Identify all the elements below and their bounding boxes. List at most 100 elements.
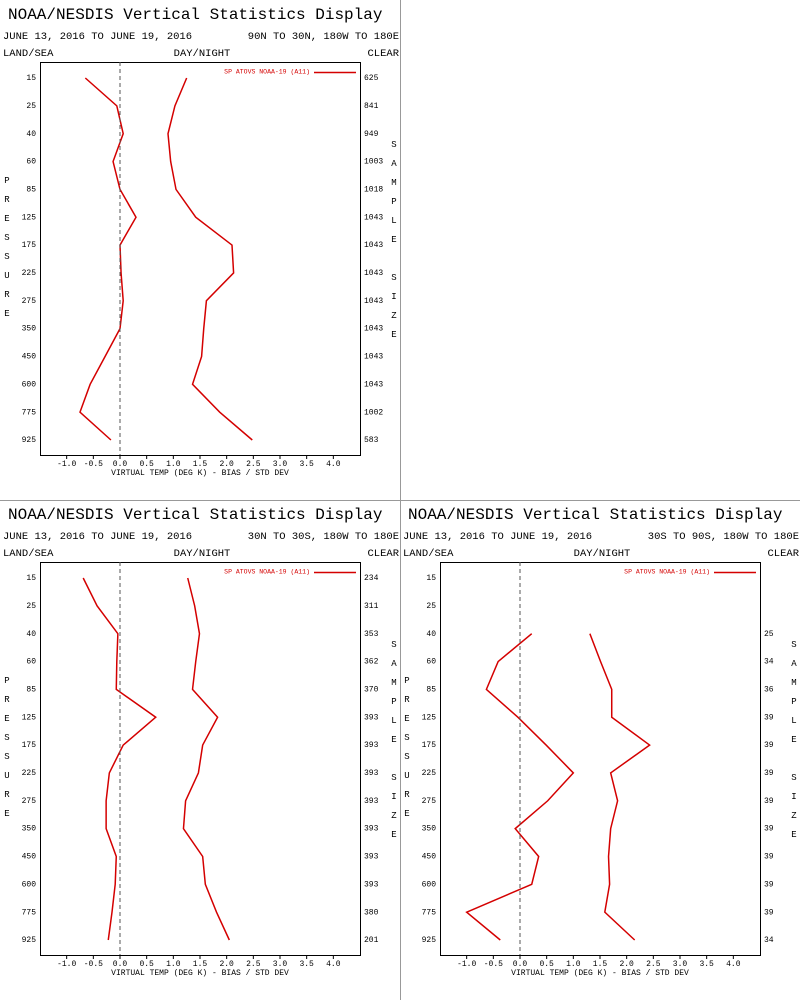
sample-size-label: 625: [364, 74, 379, 83]
x-tick-label: 1.0: [166, 960, 181, 969]
y2-axis-label: SAMPLE SIZE: [389, 640, 399, 849]
y-tick-label: 25: [26, 602, 36, 611]
x-tick-label: -0.5: [484, 960, 503, 969]
y-tick-label: 225: [22, 269, 37, 278]
legend-label: SP ATOVS NOAA-19 (A11): [224, 69, 310, 76]
y-tick-label: 275: [422, 797, 437, 806]
y-tick-label: 15: [426, 574, 436, 583]
x-axis-label: VIRTUAL TEMP (DEG K) - BIAS / STD DEV: [111, 469, 289, 478]
day-night: DAY/NIGHT: [574, 548, 631, 560]
y2-axis-label: SAMPLE SIZE: [389, 140, 399, 349]
sample-size-label: 234: [364, 574, 379, 583]
region: 90N TO 30N, 180W TO 180E: [248, 31, 399, 43]
x-tick-label: -1.0: [57, 960, 76, 969]
x-tick-label: -0.5: [84, 960, 103, 969]
x-axis-label: VIRTUAL TEMP (DEG K) - BIAS / STD DEV: [511, 969, 689, 978]
y-tick-label: 225: [422, 769, 437, 778]
y-tick-label: 85: [426, 685, 436, 694]
x-tick-label: 3.5: [699, 960, 714, 969]
sample-size-label: 34: [764, 936, 774, 945]
bias-line: [82, 577, 157, 941]
clear: CLEAR: [367, 548, 399, 560]
y-tick-label: 175: [22, 741, 37, 750]
y-tick-label: 60: [26, 658, 36, 667]
legend-label: SP ATOVS NOAA-19 (A11): [624, 569, 710, 576]
y-tick-label: 600: [422, 880, 437, 889]
x-tick-label: 3.0: [273, 960, 288, 969]
x-tick-label: 1.5: [193, 960, 208, 969]
sample-size-label: 393: [364, 880, 379, 889]
x-tick-label: 0.5: [139, 460, 154, 469]
y-tick-label: 175: [22, 241, 37, 250]
sample-size-label: 1002: [364, 408, 383, 417]
date-range: JUNE 13, 2016 TO JUNE 19, 2016: [403, 531, 592, 543]
x-tick-label: -1.0: [457, 960, 476, 969]
chart-panel: NOAA/NESDIS Vertical Statistics Display J…: [402, 506, 800, 978]
y-tick-label: 925: [22, 936, 37, 945]
sample-size-label: 1018: [364, 185, 383, 194]
x-tick-label: 2.5: [646, 960, 661, 969]
y-tick-label: 600: [22, 880, 37, 889]
sample-size-label: 841: [364, 102, 379, 111]
std-dev-line: [182, 577, 231, 941]
y-tick-label: 25: [426, 602, 436, 611]
x-tick-label: 1.5: [193, 460, 208, 469]
y-tick-label: 125: [22, 713, 37, 722]
x-tick-label: 0.5: [139, 960, 154, 969]
y-tick-label: 350: [22, 325, 37, 334]
sample-size-label: 39: [764, 853, 774, 862]
sample-size-label: 393: [364, 713, 379, 722]
sample-size-label: 353: [364, 630, 379, 639]
x-tick-label: 0.0: [513, 960, 528, 969]
x-tick-label: 3.0: [273, 460, 288, 469]
sample-size-label: 949: [364, 130, 379, 139]
bias-line: [79, 77, 137, 441]
x-tick-label: 0.0: [113, 960, 128, 969]
y-tick-label: 225: [22, 769, 37, 778]
bias-line: [465, 633, 575, 941]
day-night: DAY/NIGHT: [174, 548, 231, 560]
sample-size-label: 25: [764, 630, 774, 639]
x-tick-label: -0.5: [84, 460, 103, 469]
chart-title: NOAA/NESDIS Vertical Statistics Display: [408, 506, 783, 524]
sample-size-label: 380: [364, 908, 379, 917]
sample-size-label: 1043: [364, 213, 383, 222]
y-tick-label: 450: [422, 853, 437, 862]
x-tick-label: 2.0: [219, 460, 234, 469]
sample-size-label: 1003: [364, 158, 383, 167]
x-tick-label: 0.5: [539, 960, 554, 969]
y-tick-label: 60: [426, 658, 436, 667]
sample-size-label: 39: [764, 713, 774, 722]
land-sea: LAND/SEA: [403, 548, 454, 560]
sample-size-label: 39: [764, 797, 774, 806]
sample-size-label: 393: [364, 741, 379, 750]
y-tick-label: 350: [22, 825, 37, 834]
x-tick-label: 4.0: [326, 960, 341, 969]
x-tick-label: 3.5: [299, 460, 314, 469]
std-dev-line: [589, 633, 651, 941]
y2-axis-label: SAMPLE SIZE: [789, 640, 799, 849]
x-tick-label: 2.5: [246, 960, 261, 969]
sample-size-label: 1043: [364, 269, 383, 278]
y-tick-label: 775: [22, 908, 37, 917]
sample-size-label: 34: [764, 658, 774, 667]
chart-title: NOAA/NESDIS Vertical Statistics Display: [8, 6, 383, 24]
y-tick-label: 40: [26, 130, 36, 139]
y-tick-label: 350: [422, 825, 437, 834]
region: 30S TO 90S, 180W TO 180E: [648, 531, 799, 543]
x-tick-label: -1.0: [57, 460, 76, 469]
y-axis-label: PRESSURE: [2, 176, 12, 328]
y-tick-label: 125: [422, 713, 437, 722]
legend-label: SP ATOVS NOAA-19 (A11): [224, 569, 310, 576]
date-range: JUNE 13, 2016 TO JUNE 19, 2016: [3, 31, 192, 43]
y-tick-label: 15: [26, 74, 36, 83]
chart-title: NOAA/NESDIS Vertical Statistics Display: [8, 506, 383, 524]
chart-panel: NOAA/NESDIS Vertical Statistics Display J…: [2, 6, 400, 478]
sample-size-label: 393: [364, 769, 379, 778]
y-tick-label: 125: [22, 213, 37, 222]
sample-size-label: 1043: [364, 297, 383, 306]
sample-size-label: 583: [364, 436, 379, 445]
date-range: JUNE 13, 2016 TO JUNE 19, 2016: [3, 531, 192, 543]
sample-size-label: 393: [364, 797, 379, 806]
x-tick-label: 1.5: [593, 960, 608, 969]
